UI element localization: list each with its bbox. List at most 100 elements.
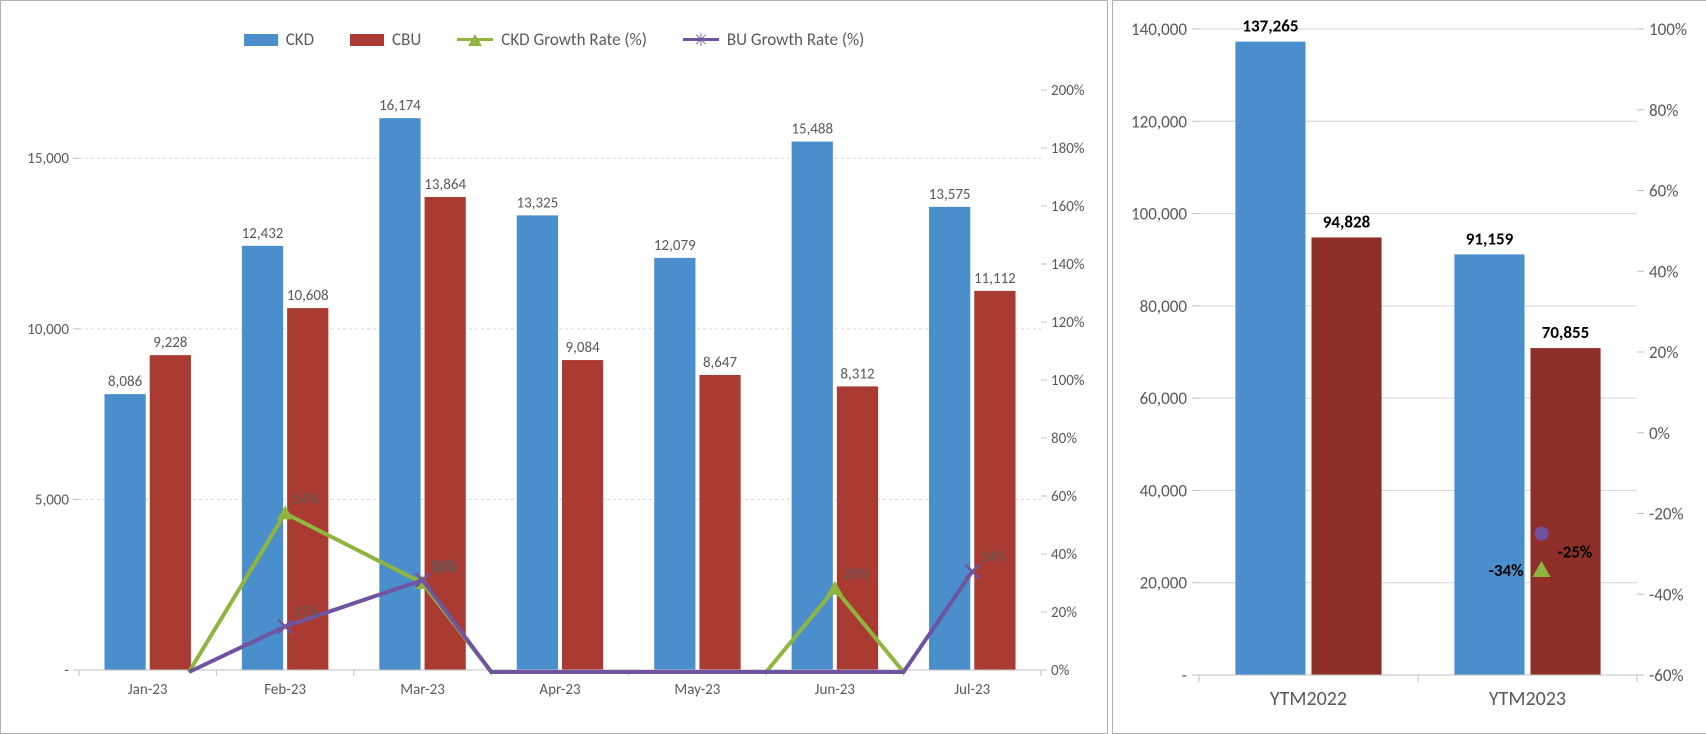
legend-label: CKD Growth Rate (%) xyxy=(501,29,647,50)
legend-swatch-ckd xyxy=(244,34,278,46)
bar-label: 15,488 xyxy=(791,121,833,139)
svg-text:180%: 180% xyxy=(1051,140,1085,158)
svg-text:100,000: 100,000 xyxy=(1131,204,1187,225)
svg-text:100%: 100% xyxy=(1649,19,1687,40)
bar-cbu xyxy=(699,375,740,670)
bar-label: 16,174 xyxy=(379,97,421,115)
bar-ckd xyxy=(1454,254,1524,675)
legend-line-bu-growth: ✳ xyxy=(683,38,719,41)
legend-label: CBU xyxy=(392,29,421,50)
legend-line-ckd-growth xyxy=(457,38,493,41)
triangle-icon xyxy=(468,34,482,46)
bar-cbu xyxy=(1531,348,1601,675)
bar-cbu xyxy=(150,355,191,670)
ytm-chart-svg: -20,00040,00060,00080,000100,000120,0001… xyxy=(1113,1,1706,733)
growth-label: -25% xyxy=(1558,542,1593,563)
category-label: Apr-23 xyxy=(539,681,581,699)
svg-text:140,000: 140,000 xyxy=(1131,19,1187,40)
legend-item-ckd: CKD xyxy=(244,29,314,50)
category-label: Jan-23 xyxy=(128,681,168,699)
svg-text:60,000: 60,000 xyxy=(1140,388,1188,409)
bar-label: 13,325 xyxy=(517,194,559,212)
bar-label: 11,112 xyxy=(974,270,1016,288)
bar-cbu xyxy=(562,360,603,670)
bar-cbu xyxy=(425,197,466,670)
category-label: YTM2023 xyxy=(1489,687,1566,711)
monthly-chart-panel: CKD CBU CKD Growth Rate (%) ✳ BU Growth … xyxy=(0,0,1108,734)
svg-text:140%: 140% xyxy=(1051,256,1085,274)
x-marker-icon: ✳ xyxy=(693,31,708,49)
bar-label: 13,575 xyxy=(929,186,971,204)
svg-text:60%: 60% xyxy=(1051,488,1077,506)
bar-ckd xyxy=(517,215,558,670)
bar-ckd xyxy=(654,258,695,670)
bar-label: 10,608 xyxy=(287,287,329,305)
growth-label: 54% xyxy=(293,490,319,508)
category-label: Feb-23 xyxy=(264,681,306,699)
bar-ckd xyxy=(1235,42,1305,675)
svg-text:-20%: -20% xyxy=(1649,504,1684,525)
bar-label: 8,312 xyxy=(840,365,874,383)
svg-text:10,000: 10,000 xyxy=(27,321,69,339)
bar-ckd xyxy=(792,142,833,670)
svg-text:80%: 80% xyxy=(1649,100,1678,121)
svg-text:20%: 20% xyxy=(1649,342,1678,363)
growth-label: 15% xyxy=(293,604,319,622)
bar-ckd xyxy=(929,207,970,670)
bar-label: 94,828 xyxy=(1323,211,1371,232)
bar-label: 70,855 xyxy=(1542,322,1589,343)
bar-label: 13,864 xyxy=(424,176,466,194)
chart-container: CKD CBU CKD Growth Rate (%) ✳ BU Growth … xyxy=(0,0,1706,734)
svg-text:-: - xyxy=(64,662,69,680)
svg-text:120,000: 120,000 xyxy=(1131,111,1187,132)
category-label: Jul-23 xyxy=(954,681,990,699)
bar-label: 8,086 xyxy=(108,373,143,391)
growth-label: 28% xyxy=(843,566,869,584)
category-label: May-23 xyxy=(674,681,720,699)
growth-label: 31% xyxy=(431,557,457,575)
legend-label: BU Growth Rate (%) xyxy=(727,29,864,50)
ytm-chart-panel: -20,00040,00060,00080,000100,000120,0001… xyxy=(1112,0,1706,734)
svg-text:40,000: 40,000 xyxy=(1140,480,1188,501)
bar-label: 12,432 xyxy=(242,225,284,243)
svg-text:20,000: 20,000 xyxy=(1140,573,1188,594)
bar-label: 91,159 xyxy=(1466,228,1514,249)
svg-text:20%: 20% xyxy=(1051,604,1077,622)
bar-cbu xyxy=(837,386,878,670)
svg-text:60%: 60% xyxy=(1649,181,1678,202)
svg-text:200%: 200% xyxy=(1051,82,1085,100)
category-label: Mar-23 xyxy=(400,681,445,699)
bar-label: 9,084 xyxy=(566,339,601,357)
legend-item-bu-growth: ✳ BU Growth Rate (%) xyxy=(683,29,864,50)
bar-label: 137,265 xyxy=(1242,16,1298,37)
legend-item-cbu: CBU xyxy=(350,29,421,50)
svg-text:40%: 40% xyxy=(1649,261,1678,282)
legend-item-ckd-growth: CKD Growth Rate (%) xyxy=(457,29,647,50)
svg-text:0%: 0% xyxy=(1649,423,1670,444)
monthly-chart-svg: -5,00010,00015,0000%20%40%60%80%100%120%… xyxy=(1,50,1107,720)
svg-text:-60%: -60% xyxy=(1649,665,1684,686)
svg-text:0%: 0% xyxy=(1051,662,1070,680)
bar-ckd xyxy=(104,394,145,670)
svg-text:80%: 80% xyxy=(1051,430,1077,448)
svg-text:5,000: 5,000 xyxy=(35,491,70,509)
svg-text:160%: 160% xyxy=(1051,198,1085,216)
growth-label: 34% xyxy=(980,548,1006,566)
bar-ckd xyxy=(242,246,283,670)
legend-swatch-cbu xyxy=(350,34,384,46)
bar-cbu xyxy=(1312,237,1382,675)
bar-label: 9,228 xyxy=(153,334,187,352)
legend: CKD CBU CKD Growth Rate (%) ✳ BU Growth … xyxy=(1,1,1107,50)
svg-text:-40%: -40% xyxy=(1649,584,1684,605)
category-label: YTM2022 xyxy=(1270,687,1347,711)
growth-label: -34% xyxy=(1489,560,1524,581)
bar-label: 12,079 xyxy=(654,237,696,255)
legend-label: CKD xyxy=(286,29,314,50)
bar-label: 8,647 xyxy=(703,354,738,372)
bar-cbu xyxy=(974,291,1015,670)
svg-text:40%: 40% xyxy=(1051,546,1077,564)
category-label: Jun-23 xyxy=(815,681,856,699)
svg-text:15,000: 15,000 xyxy=(27,150,69,168)
circle-icon xyxy=(1535,527,1549,541)
svg-text:80,000: 80,000 xyxy=(1140,296,1188,317)
